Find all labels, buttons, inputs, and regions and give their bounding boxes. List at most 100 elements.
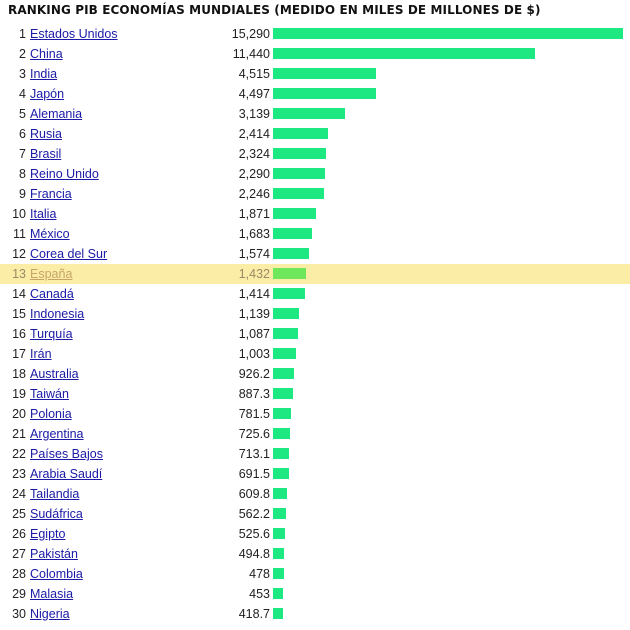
gdp-value-label: 713.1 — [238, 447, 270, 461]
country-link[interactable]: Indonesia — [30, 307, 85, 321]
table-row: 1 Estados Unidos 15,290 — [0, 24, 630, 44]
table-row: 8 Reino Unido 2,290 — [0, 164, 630, 184]
country-link[interactable]: Países Bajos — [30, 447, 103, 461]
table-row: 24 Tailandia 609.8 — [0, 484, 630, 504]
country-link[interactable]: Argentina — [30, 427, 84, 441]
country-link[interactable]: Pakistán — [30, 547, 78, 561]
gdp-bar — [273, 448, 289, 459]
rank-number: 18 — [12, 367, 26, 381]
country-link[interactable]: Brasil — [30, 147, 62, 161]
country-link[interactable]: China — [30, 47, 63, 61]
table-row: 28 Colombia 478 — [0, 564, 630, 584]
rank-number: 20 — [12, 407, 26, 421]
rank-number: 16 — [12, 327, 26, 341]
table-row: 15 Indonesia 1,139 — [0, 304, 630, 324]
country-link[interactable]: Colombia — [30, 567, 83, 581]
rank-number: 15 — [12, 307, 26, 321]
ranking-list: 1 Estados Unidos 15,290 2 China 11,440 3 India 4… — [0, 24, 630, 624]
table-row: 27 Pakistán 494.8 — [0, 544, 630, 564]
rank-number: 23 — [12, 467, 26, 481]
gdp-bar — [273, 468, 289, 479]
gdp-bar — [273, 128, 328, 139]
gdp-value-label: 1,139 — [238, 307, 270, 321]
table-row: 9 Francia 2,246 — [0, 184, 630, 204]
rank-number: 12 — [12, 247, 26, 261]
country-link[interactable]: Italia — [30, 207, 57, 221]
gdp-value-label: 4,515 — [238, 67, 270, 81]
country-link[interactable]: España — [30, 267, 73, 281]
country-link[interactable]: Canadá — [30, 287, 74, 301]
rank-number: 14 — [12, 287, 26, 301]
gdp-bar — [273, 28, 623, 39]
country-link[interactable]: Turquía — [30, 327, 73, 341]
gdp-value-label: 1,087 — [238, 327, 270, 341]
country-link[interactable]: Arabia Saudí — [30, 467, 103, 481]
country-link[interactable]: Malasia — [30, 587, 74, 601]
rank-number: 22 — [12, 447, 26, 461]
gdp-bar — [273, 528, 285, 539]
gdp-bar — [273, 148, 326, 159]
gdp-bar — [273, 388, 293, 399]
country-link[interactable]: Francia — [30, 187, 72, 201]
table-row: 10 Italia 1,871 — [0, 204, 630, 224]
gdp-bar — [273, 188, 324, 199]
gdp-value-label: 2,414 — [238, 127, 270, 141]
table-row: 25 Sudáfrica 562.2 — [0, 504, 630, 524]
gdp-value-label: 1,871 — [238, 207, 270, 221]
gdp-value-label: 1,414 — [238, 287, 270, 301]
country-link[interactable]: Alemania — [30, 107, 83, 121]
rank-number: 3 — [19, 67, 26, 81]
country-link[interactable]: Rusia — [30, 127, 62, 141]
country-link[interactable]: Reino Unido — [30, 167, 99, 181]
country-link[interactable]: Tailandia — [30, 487, 80, 501]
table-row: 4 Japón 4,497 — [0, 84, 630, 104]
country-link[interactable]: Egipto — [30, 527, 66, 541]
gdp-value-label: 1,432 — [238, 267, 270, 281]
rank-number: 28 — [12, 567, 26, 581]
country-link[interactable]: Polonia — [30, 407, 72, 421]
gdp-value-label: 926.2 — [238, 367, 270, 381]
country-link[interactable]: Australia — [30, 367, 79, 381]
country-link[interactable]: Estados Unidos — [30, 27, 118, 41]
gdp-bar — [273, 588, 283, 599]
gdp-value-label: 562.2 — [238, 507, 270, 521]
gdp-bar — [273, 88, 376, 99]
gdp-bar — [273, 368, 294, 379]
rank-number: 25 — [12, 507, 26, 521]
table-row: 12 Corea del Sur 1,574 — [0, 244, 630, 264]
country-link[interactable]: Corea del Sur — [30, 247, 108, 261]
gdp-value-label: 2,324 — [238, 147, 270, 161]
country-link[interactable]: Nigeria — [30, 607, 70, 621]
country-link[interactable]: México — [30, 227, 70, 241]
gdp-bar — [273, 348, 296, 359]
gdp-bar — [273, 68, 376, 79]
rank-number: 19 — [12, 387, 26, 401]
rank-number: 11 — [13, 227, 26, 241]
gdp-bar — [273, 408, 291, 419]
gdp-bar — [273, 508, 286, 519]
rank-number: 21 — [12, 427, 26, 441]
table-row: 5 Alemania 3,139 — [0, 104, 630, 124]
gdp-value-label: 3,139 — [238, 107, 270, 121]
table-row: 6 Rusia 2,414 — [0, 124, 630, 144]
gdp-bar — [273, 228, 312, 239]
gdp-bar — [273, 608, 283, 619]
gdp-bar — [273, 548, 284, 559]
rank-number: 7 — [19, 147, 26, 161]
rank-number: 4 — [19, 87, 26, 101]
table-row: 16 Turquía 1,087 — [0, 324, 630, 344]
table-row: 11 México 1,683 — [0, 224, 630, 244]
rank-number: 8 — [19, 167, 26, 181]
gdp-bar — [273, 328, 298, 339]
country-link[interactable]: Japón — [30, 87, 65, 101]
country-link[interactable]: Sudáfrica — [30, 507, 83, 521]
table-row: 7 Brasil 2,324 — [0, 144, 630, 164]
gdp-bar — [273, 208, 316, 219]
gdp-value-label: 11,440 — [232, 47, 270, 61]
table-row: 18 Australia 926.2 — [0, 364, 630, 384]
country-link[interactable]: Irán — [30, 347, 52, 361]
table-row: 22 Países Bajos 713.1 — [0, 444, 630, 464]
gdp-bar — [273, 168, 325, 179]
country-link[interactable]: Taiwán — [30, 387, 69, 401]
country-link[interactable]: India — [30, 67, 58, 81]
